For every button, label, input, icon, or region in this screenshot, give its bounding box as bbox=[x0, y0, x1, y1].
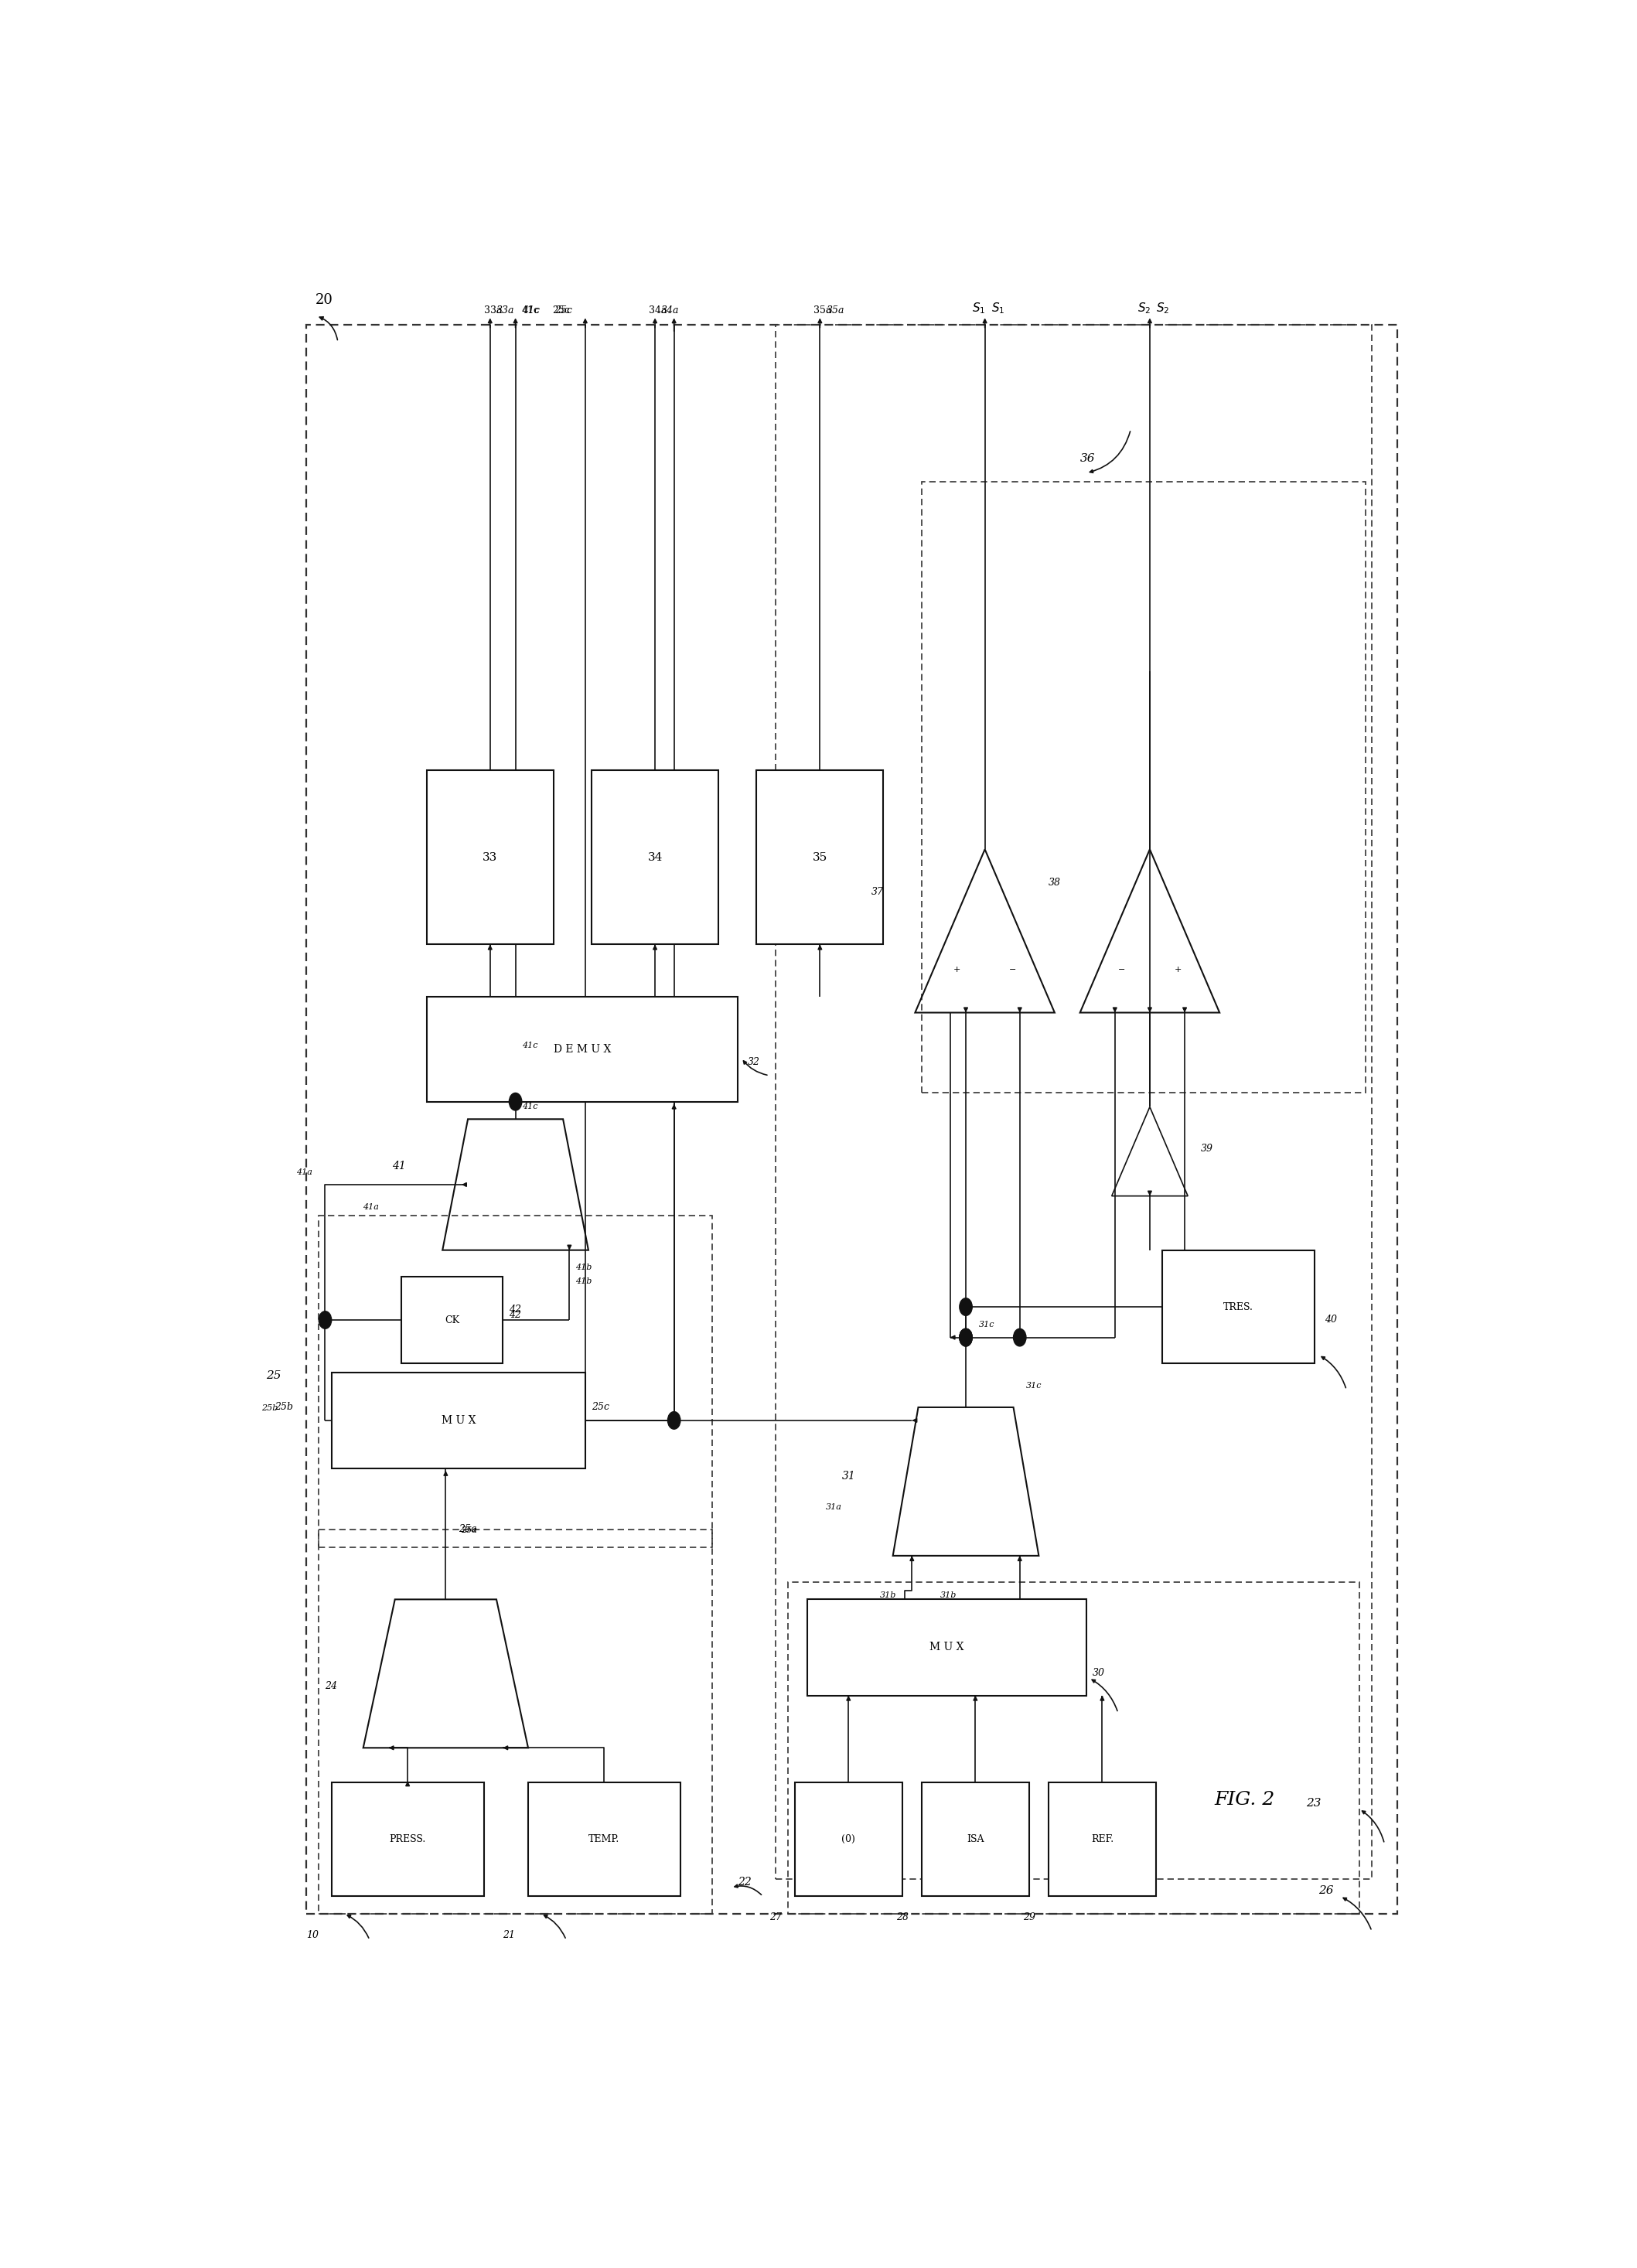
Text: 31b: 31b bbox=[881, 1592, 897, 1599]
Text: 10: 10 bbox=[306, 1930, 319, 1939]
Text: 41c: 41c bbox=[522, 1041, 537, 1050]
Text: 25a: 25a bbox=[458, 1524, 476, 1533]
Text: 26: 26 bbox=[1319, 1885, 1334, 1896]
Circle shape bbox=[959, 1329, 972, 1347]
Text: 35: 35 bbox=[812, 853, 827, 862]
Circle shape bbox=[959, 1329, 972, 1347]
Text: 34a: 34a bbox=[648, 306, 666, 315]
FancyBboxPatch shape bbox=[794, 1783, 902, 1896]
Text: 35a: 35a bbox=[827, 306, 845, 315]
Text: 21: 21 bbox=[503, 1930, 516, 1939]
Text: 25a: 25a bbox=[462, 1526, 476, 1533]
Text: ISA: ISA bbox=[966, 1835, 984, 1844]
Text: 38: 38 bbox=[1049, 878, 1061, 887]
Text: 25c: 25c bbox=[591, 1402, 609, 1411]
Text: 39: 39 bbox=[1200, 1143, 1213, 1154]
FancyBboxPatch shape bbox=[529, 1783, 681, 1896]
Text: 33: 33 bbox=[483, 853, 498, 862]
Text: PRESS.: PRESS. bbox=[390, 1835, 426, 1844]
FancyBboxPatch shape bbox=[807, 1599, 1087, 1696]
Text: 41b: 41b bbox=[576, 1277, 593, 1286]
Text: 25c: 25c bbox=[552, 306, 570, 315]
Text: M U X: M U X bbox=[440, 1415, 476, 1427]
Text: REF.: REF. bbox=[1090, 1835, 1113, 1844]
Text: 29: 29 bbox=[1023, 1912, 1036, 1923]
Circle shape bbox=[509, 1093, 522, 1111]
Text: 41: 41 bbox=[391, 1161, 406, 1173]
FancyBboxPatch shape bbox=[427, 998, 737, 1102]
Text: −: − bbox=[1008, 966, 1017, 973]
Circle shape bbox=[959, 1329, 972, 1347]
Text: CK: CK bbox=[445, 1315, 460, 1325]
Text: D E M U X: D E M U X bbox=[553, 1043, 611, 1055]
Text: 31b: 31b bbox=[940, 1592, 958, 1599]
Text: 23: 23 bbox=[1306, 1799, 1321, 1810]
Text: M U X: M U X bbox=[930, 1642, 964, 1653]
Text: 24: 24 bbox=[326, 1681, 337, 1692]
Text: 31a: 31a bbox=[827, 1504, 841, 1510]
FancyBboxPatch shape bbox=[922, 1783, 1030, 1896]
FancyBboxPatch shape bbox=[1048, 1783, 1156, 1896]
Text: $S_1$: $S_1$ bbox=[992, 302, 1005, 315]
Text: 41c: 41c bbox=[522, 1102, 537, 1111]
Circle shape bbox=[1013, 1329, 1026, 1347]
Text: 31: 31 bbox=[841, 1470, 856, 1481]
Text: 28: 28 bbox=[897, 1912, 909, 1923]
Text: 22: 22 bbox=[738, 1876, 751, 1887]
Text: 34: 34 bbox=[648, 853, 663, 862]
Text: 36: 36 bbox=[1080, 454, 1095, 465]
FancyBboxPatch shape bbox=[756, 769, 884, 943]
Text: 37: 37 bbox=[871, 887, 884, 898]
Text: 34a: 34a bbox=[661, 306, 679, 315]
Text: 41c: 41c bbox=[522, 306, 540, 315]
FancyBboxPatch shape bbox=[401, 1277, 503, 1363]
FancyBboxPatch shape bbox=[1162, 1250, 1315, 1363]
Circle shape bbox=[959, 1297, 972, 1315]
Text: +: + bbox=[1174, 966, 1182, 973]
Text: 35a: 35a bbox=[814, 306, 832, 315]
Text: 40: 40 bbox=[1324, 1313, 1337, 1325]
Text: $S_1$: $S_1$ bbox=[972, 302, 985, 315]
FancyBboxPatch shape bbox=[591, 769, 719, 943]
Text: 27: 27 bbox=[769, 1912, 782, 1923]
Text: 42: 42 bbox=[509, 1311, 522, 1320]
Text: 41a: 41a bbox=[363, 1202, 380, 1211]
Text: 32: 32 bbox=[748, 1057, 760, 1066]
Circle shape bbox=[668, 1411, 681, 1429]
Text: 41b: 41b bbox=[576, 1263, 593, 1270]
Circle shape bbox=[319, 1311, 332, 1329]
Text: 20: 20 bbox=[314, 293, 332, 306]
FancyBboxPatch shape bbox=[331, 1783, 485, 1896]
Text: FIG. 2: FIG. 2 bbox=[1215, 1792, 1275, 1810]
Text: 41c: 41c bbox=[522, 306, 540, 315]
Text: TEMP.: TEMP. bbox=[589, 1835, 620, 1844]
Text: 31c: 31c bbox=[1026, 1381, 1041, 1390]
Text: 25b: 25b bbox=[275, 1402, 293, 1411]
Text: 25: 25 bbox=[265, 1370, 282, 1381]
Text: (0): (0) bbox=[841, 1835, 856, 1844]
Text: 33a: 33a bbox=[496, 306, 514, 315]
Text: 41a: 41a bbox=[296, 1168, 313, 1175]
Text: 42: 42 bbox=[509, 1304, 522, 1315]
Text: TRES.: TRES. bbox=[1223, 1302, 1254, 1311]
Text: $S_2$: $S_2$ bbox=[1138, 302, 1151, 315]
Text: 25c: 25c bbox=[555, 306, 573, 315]
Text: −: − bbox=[1118, 966, 1126, 973]
Text: $S_2$: $S_2$ bbox=[1156, 302, 1169, 315]
Text: 31c: 31c bbox=[979, 1320, 994, 1329]
Text: +: + bbox=[953, 966, 961, 973]
Text: 25b: 25b bbox=[262, 1404, 278, 1411]
Text: 33a: 33a bbox=[485, 306, 503, 315]
FancyBboxPatch shape bbox=[331, 1372, 586, 1467]
FancyBboxPatch shape bbox=[427, 769, 553, 943]
Text: 30: 30 bbox=[1094, 1667, 1105, 1678]
